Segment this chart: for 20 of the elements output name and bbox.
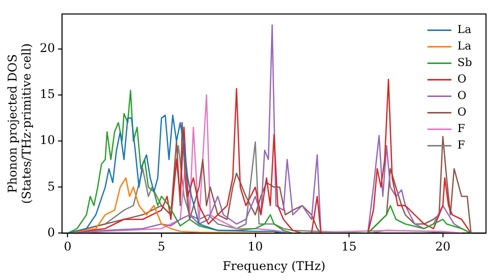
y-tick-label: 15	[40, 87, 56, 102]
x-tick-label: 10	[248, 240, 263, 254]
x-tick-label: 0	[64, 240, 72, 254]
x-tick-label: 5	[158, 240, 166, 254]
legend-label: O	[457, 72, 466, 86]
legend-label: La	[457, 40, 472, 53]
y-tick-label: 20	[40, 41, 56, 56]
y-tick-label: 10	[40, 133, 56, 148]
y-axis-title: Phonon projected DOS (States/THz·primitive cell)	[5, 43, 34, 204]
x-tick-label: 15	[341, 240, 357, 254]
x-axis-title: Frequency (THz)	[222, 258, 326, 273]
legend-label: Sb	[457, 56, 472, 70]
legend-label: O	[457, 89, 466, 102]
y-tick-label: 5	[47, 179, 56, 194]
x-tick-label: 20	[435, 240, 450, 254]
legend-label: La	[457, 23, 472, 36]
legend-label: F	[457, 122, 466, 136]
y-tick-label: 0	[47, 225, 56, 240]
legend-label: F	[457, 138, 466, 152]
legend-label: O	[457, 106, 466, 119]
